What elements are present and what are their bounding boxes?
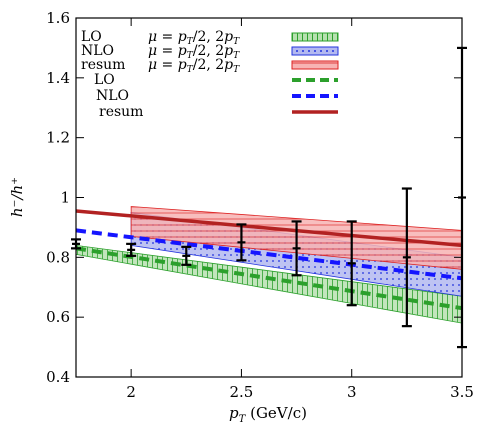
series-line-nlo (76, 228, 462, 281)
data-point (346, 220, 357, 307)
y-tick-label: 0.8 (46, 248, 70, 266)
legend-label: LO (94, 72, 115, 88)
y-tick-label: 1.2 (46, 129, 70, 147)
x-tick-label: 3 (347, 383, 357, 401)
y-tick-label: 1.6 (46, 9, 70, 27)
series-line-lo (76, 246, 462, 311)
x-axis-label: pT (GeV/c) (229, 404, 307, 425)
legend-label: resum (99, 104, 143, 120)
x-tick-label: 2.5 (229, 383, 253, 401)
data-points (71, 46, 467, 349)
data-point (236, 223, 247, 262)
legend-label: NLO (96, 88, 129, 104)
x-tick-label: 2 (126, 383, 136, 401)
x-tick-label: 3.5 (450, 383, 474, 401)
legend-scale-label: μ = pT/2, 2pT (148, 29, 240, 47)
legend-label: NLO (81, 43, 114, 59)
data-point (291, 220, 302, 277)
data-point (181, 245, 192, 266)
legend-label: resum (81, 57, 125, 73)
legend-band-swatch (291, 60, 339, 70)
uncertainty-bands (76, 206, 462, 324)
y-tick-label: 1 (60, 189, 70, 207)
legend: LO μ = pT/2, 2pT NLO μ = pT/2, 2pT resum μ = … (81, 29, 339, 120)
data-point (401, 187, 412, 328)
y-tick-label: 1.4 (46, 69, 70, 87)
plot-frame (75, 17, 463, 378)
central-lines (76, 209, 462, 311)
legend-scale-label: μ = pT/2, 2pT (148, 43, 240, 61)
legend-scale-label: μ = pT/2, 2pT (148, 57, 240, 75)
y-axis-label: h⁻/h⁺ (8, 177, 26, 217)
legend-band-swatch (291, 46, 339, 56)
legend-label: LO (81, 29, 102, 45)
data-point (126, 242, 137, 257)
series-line-resum (76, 209, 462, 248)
y-tick-label: 0.6 (46, 308, 70, 326)
y-tick-label: 0.4 (46, 368, 70, 386)
legend-band-swatch (291, 32, 339, 42)
axes: 0.4 0.6 0.8 1 1.2 1.4 1.6 2 2.5 3 3.5 (46, 9, 474, 401)
